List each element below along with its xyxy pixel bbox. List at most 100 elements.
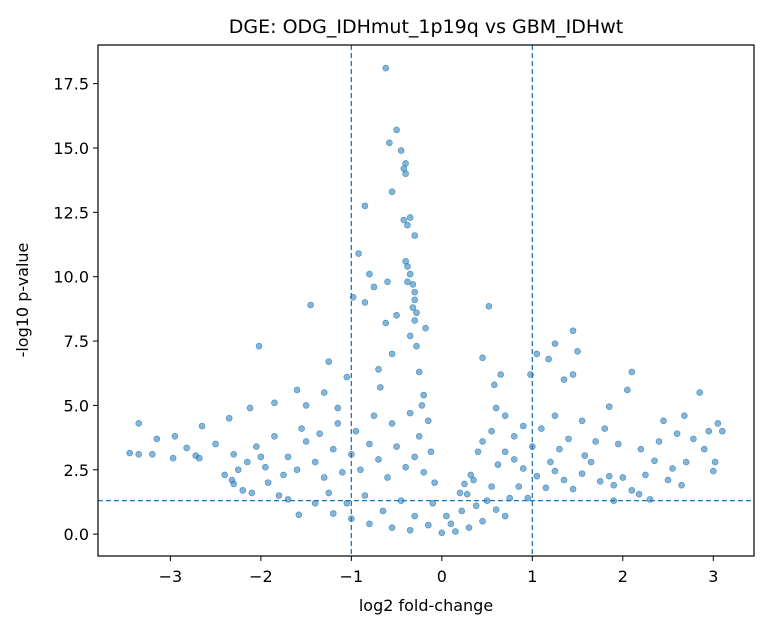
data-point — [488, 483, 495, 490]
data-point — [411, 453, 418, 461]
data-point — [253, 443, 260, 450]
data-point — [519, 422, 527, 430]
data-point — [545, 355, 552, 363]
data-point — [494, 461, 502, 468]
data-point — [361, 202, 369, 210]
data-point — [556, 445, 563, 453]
data-point — [377, 384, 384, 391]
data-point — [406, 270, 414, 278]
data-point — [635, 490, 643, 498]
data-point — [551, 340, 559, 347]
data-point — [298, 425, 305, 432]
y-tick-label: 2.5 — [64, 461, 89, 480]
data-point — [271, 432, 278, 440]
data-point — [411, 288, 418, 296]
data-point — [135, 420, 143, 427]
data-point — [370, 412, 378, 420]
data-point — [681, 412, 688, 420]
y-tick-label: 5.0 — [64, 396, 89, 415]
data-point — [196, 454, 203, 462]
data-point — [404, 263, 411, 270]
data-point — [169, 454, 177, 462]
data-point — [264, 479, 272, 486]
data-point — [660, 417, 667, 425]
data-point — [420, 391, 428, 399]
x-tick-label: −2 — [249, 567, 273, 586]
data-point — [135, 451, 143, 458]
y-tick-label: 7.5 — [64, 332, 89, 351]
data-point — [452, 528, 459, 535]
data-point — [515, 483, 523, 490]
data-point — [293, 466, 301, 474]
data-point — [664, 476, 672, 484]
x-tick-label: 3 — [708, 567, 718, 586]
data-point — [361, 299, 369, 306]
data-point — [610, 481, 618, 489]
data-point — [284, 453, 292, 461]
data-point — [382, 64, 390, 72]
data-point — [429, 499, 437, 507]
data-point — [275, 492, 283, 499]
data-point — [458, 507, 466, 515]
data-point — [302, 438, 310, 445]
data-point — [409, 281, 417, 288]
data-point — [406, 214, 414, 221]
data-point — [485, 302, 493, 310]
data-point — [230, 480, 238, 488]
data-point — [404, 278, 411, 286]
data-point — [614, 440, 622, 448]
y-tick-label: 10.0 — [53, 268, 89, 287]
data-point — [705, 427, 713, 435]
data-point — [569, 327, 577, 335]
data-point — [375, 366, 382, 373]
data-point — [592, 438, 599, 445]
data-point — [682, 458, 690, 466]
data-point — [393, 443, 400, 450]
data-point — [547, 458, 554, 466]
data-point — [619, 474, 627, 481]
data-point — [669, 465, 676, 472]
data-point — [472, 502, 480, 510]
data-point — [343, 373, 351, 381]
data-point — [366, 520, 373, 528]
data-point — [404, 221, 411, 229]
x-axis-label: log2 fold-change — [359, 596, 493, 615]
data-point — [352, 427, 360, 435]
data-point — [393, 126, 400, 134]
data-point — [581, 452, 589, 459]
y-tick-label: 0.0 — [64, 525, 89, 544]
data-point — [413, 342, 420, 350]
data-point — [334, 420, 342, 427]
data-point — [642, 471, 649, 479]
data-point — [465, 524, 473, 531]
data-point — [293, 386, 301, 394]
data-point — [379, 507, 387, 515]
data-point — [438, 529, 446, 537]
data-point — [307, 301, 314, 309]
data-point — [601, 425, 609, 432]
data-point — [533, 350, 541, 358]
data-point — [431, 479, 438, 486]
data-point — [402, 170, 409, 178]
data-point — [316, 430, 323, 438]
data-point — [329, 445, 337, 453]
data-point — [375, 456, 382, 463]
data-point — [126, 449, 133, 457]
data-point — [400, 216, 408, 224]
data-point — [424, 521, 432, 529]
data-point — [366, 440, 373, 448]
data-point — [361, 492, 369, 499]
data-point — [501, 512, 509, 520]
plot-area — [98, 45, 754, 556]
data-point — [673, 430, 681, 438]
data-point — [386, 139, 393, 147]
data-point — [551, 467, 559, 475]
data-point — [411, 317, 418, 324]
y-tick-label: 12.5 — [53, 203, 89, 222]
data-point — [605, 403, 613, 410]
data-point — [427, 448, 435, 456]
data-point — [696, 389, 704, 396]
x-tick-label: 2 — [618, 567, 628, 586]
data-point — [628, 368, 636, 376]
data-point — [171, 432, 179, 440]
